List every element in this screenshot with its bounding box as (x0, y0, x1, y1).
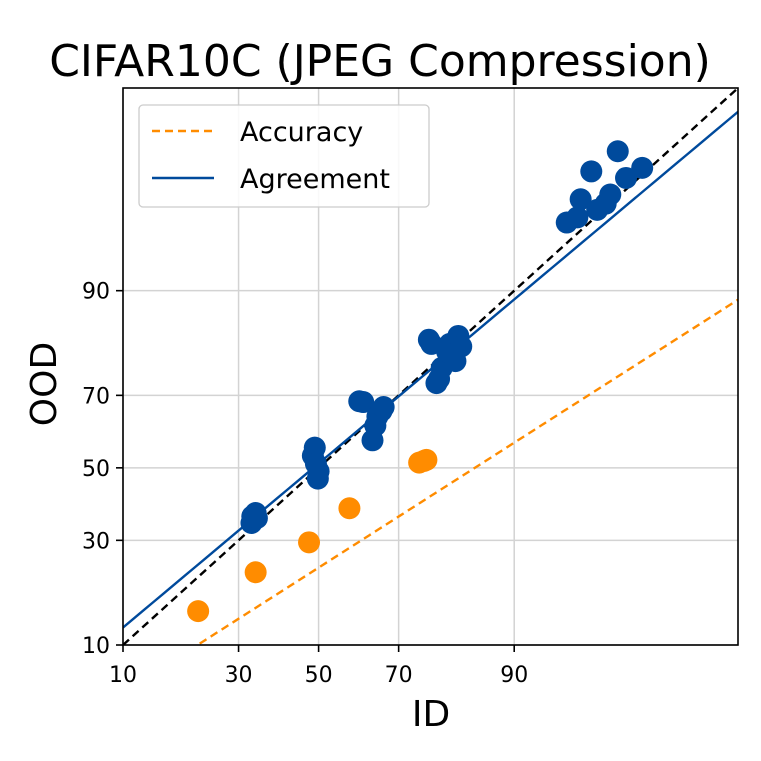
y-tick-label-50: 50 (82, 457, 110, 482)
accuracy-point-6 (415, 448, 438, 471)
agreement-point-36 (631, 156, 654, 179)
agreement-point-33 (599, 183, 622, 206)
legend-label-accuracy: Accuracy (240, 117, 363, 148)
x-tick-label-10: 10 (109, 663, 137, 688)
legend: Accuracy Agreement (138, 104, 430, 208)
accuracy-fit-line (195, 298, 738, 645)
agreement-point-10 (352, 391, 375, 414)
agreement-point-28 (566, 206, 589, 229)
agreement-point-30 (580, 160, 603, 183)
agreement-point-15 (372, 396, 395, 419)
y-axis-label: OOD (24, 342, 65, 426)
x-tick-label-70: 70 (385, 663, 413, 688)
x-tick-label-30: 30 (225, 663, 253, 688)
accuracy-point-1 (244, 561, 267, 584)
agreement-point-5 (303, 436, 326, 459)
axis-ticks: 10 30 50 70 90 10 30 50 70 90 (82, 280, 528, 688)
accuracy-point-0 (187, 600, 210, 623)
agreement-point-3 (245, 507, 268, 530)
accuracy-point-2 (298, 531, 321, 554)
agreement-point-35 (615, 166, 638, 189)
x-tick-label-50: 50 (305, 663, 333, 688)
y-tick-label-70: 70 (82, 384, 110, 409)
points-layer (187, 140, 654, 623)
accuracy-point-3 (338, 497, 361, 520)
agreement-point-29 (569, 188, 592, 211)
agreement-fit-line (123, 110, 738, 629)
x-tick-label-90: 90 (500, 663, 528, 688)
plot-area-frame (122, 87, 739, 646)
y-tick-label-10: 10 (82, 634, 110, 659)
x-axis-label: ID (412, 694, 450, 735)
y-tick-label-90: 90 (82, 280, 110, 305)
agreement-point-26 (450, 335, 473, 358)
chart-title: CIFAR10C (JPEG Compression) (49, 36, 711, 87)
agreement-point-8 (306, 467, 329, 490)
agreement-point-34 (606, 140, 629, 163)
legend-label-agreement: Agreement (240, 164, 390, 195)
y-tick-label-30: 30 (82, 529, 110, 554)
